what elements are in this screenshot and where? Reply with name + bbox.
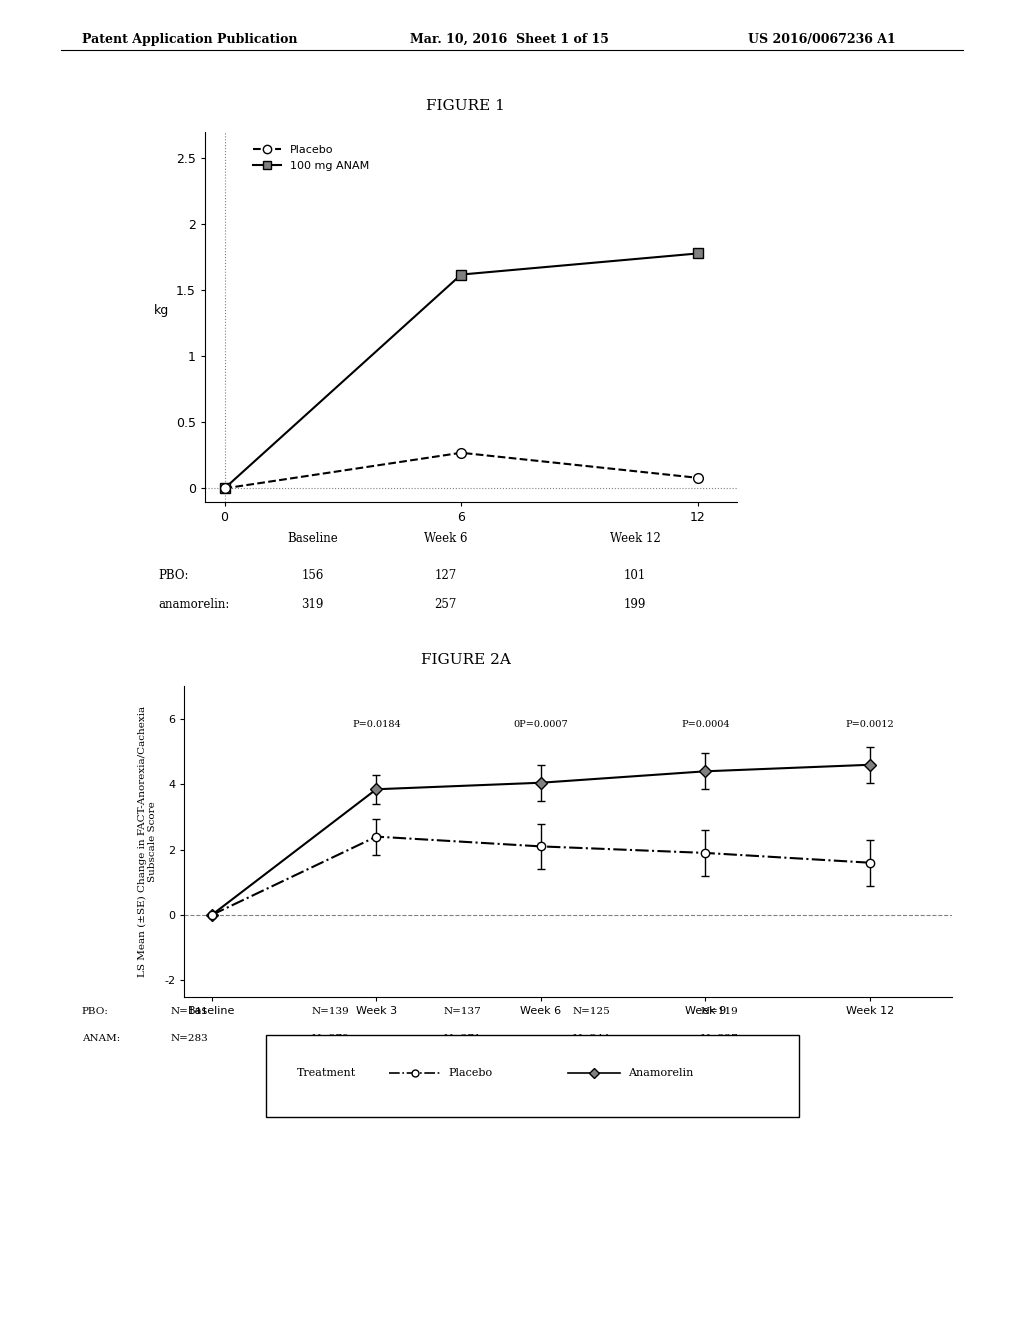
Y-axis label: LS Mean (±SE) Change in FACT-Anorexia/Cachexia
Subscale Score: LS Mean (±SE) Change in FACT-Anorexia/Ca… bbox=[137, 706, 158, 977]
Text: 156: 156 bbox=[301, 569, 324, 582]
Text: Baseline: Baseline bbox=[287, 532, 338, 545]
Text: Anamorelin: Anamorelin bbox=[628, 1068, 693, 1078]
Text: N=279: N=279 bbox=[312, 1034, 349, 1043]
Text: Treatment: Treatment bbox=[297, 1068, 356, 1078]
Text: N=125: N=125 bbox=[573, 1007, 610, 1016]
Text: US 2016/0067236 A1: US 2016/0067236 A1 bbox=[748, 33, 895, 46]
Text: N=141: N=141 bbox=[171, 1007, 208, 1016]
Text: Week 6: Week 6 bbox=[424, 532, 467, 545]
Text: Patent Application Publication: Patent Application Publication bbox=[82, 33, 297, 46]
Text: Placebo: Placebo bbox=[449, 1068, 493, 1078]
Text: Week 12: Week 12 bbox=[609, 532, 660, 545]
Text: P=0.0184: P=0.0184 bbox=[352, 719, 400, 729]
Text: N=119: N=119 bbox=[701, 1007, 738, 1016]
Text: ANAM:: ANAM: bbox=[82, 1034, 120, 1043]
Text: P=0.0004: P=0.0004 bbox=[681, 719, 730, 729]
Text: Mar. 10, 2016  Sheet 1 of 15: Mar. 10, 2016 Sheet 1 of 15 bbox=[410, 33, 608, 46]
Text: FIGURE 2A: FIGURE 2A bbox=[421, 653, 511, 668]
Text: N=139: N=139 bbox=[312, 1007, 349, 1016]
Text: PBO:: PBO: bbox=[159, 569, 189, 582]
Text: N=227: N=227 bbox=[701, 1034, 738, 1043]
Text: FIGURE 1: FIGURE 1 bbox=[426, 99, 506, 114]
Legend: Placebo, 100 mg ANAM: Placebo, 100 mg ANAM bbox=[253, 145, 369, 170]
Text: 319: 319 bbox=[301, 598, 324, 611]
Text: 257: 257 bbox=[434, 598, 457, 611]
Text: N=244: N=244 bbox=[573, 1034, 610, 1043]
Text: anamorelin:: anamorelin: bbox=[159, 598, 230, 611]
Text: N=283: N=283 bbox=[171, 1034, 208, 1043]
Text: 0P=0.0007: 0P=0.0007 bbox=[513, 719, 568, 729]
Text: PBO:: PBO: bbox=[82, 1007, 109, 1016]
Text: 101: 101 bbox=[624, 569, 646, 582]
Y-axis label: kg: kg bbox=[155, 304, 170, 317]
Text: N=271: N=271 bbox=[444, 1034, 481, 1043]
Text: 127: 127 bbox=[434, 569, 457, 582]
Text: N=137: N=137 bbox=[444, 1007, 481, 1016]
Text: P=0.0012: P=0.0012 bbox=[846, 719, 894, 729]
Text: 199: 199 bbox=[624, 598, 646, 611]
